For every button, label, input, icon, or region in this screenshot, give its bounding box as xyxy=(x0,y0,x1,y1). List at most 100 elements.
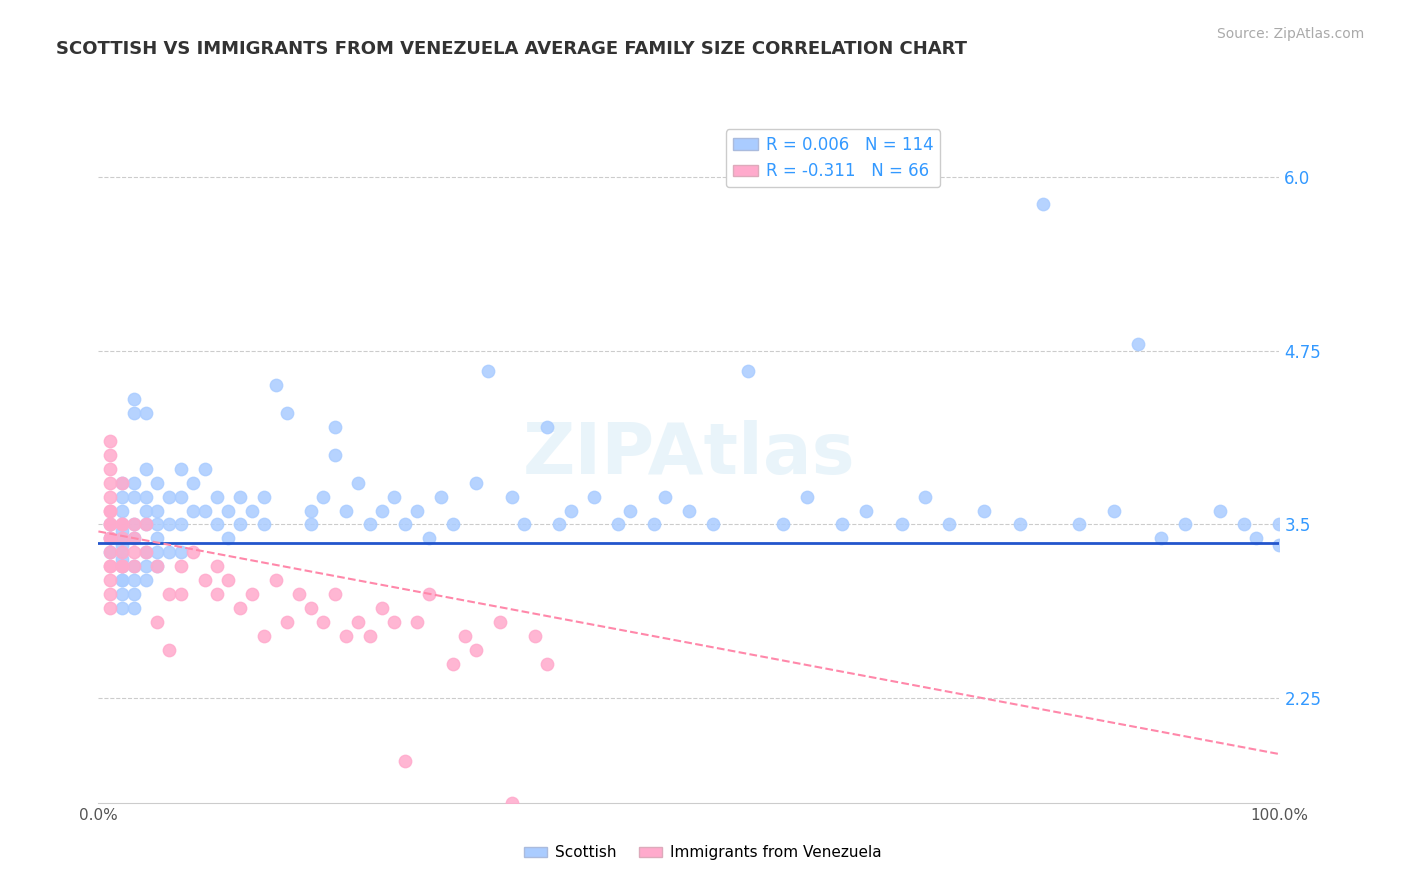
Point xyxy=(477,364,499,378)
Point xyxy=(122,517,145,532)
Point xyxy=(607,517,630,532)
Point xyxy=(253,490,276,504)
Point xyxy=(98,517,121,532)
Point xyxy=(111,517,134,532)
Point xyxy=(111,559,134,574)
Point xyxy=(111,475,134,490)
Point xyxy=(98,462,121,476)
Point xyxy=(323,587,346,601)
Point xyxy=(98,532,121,546)
Point xyxy=(1209,503,1232,517)
Point xyxy=(135,517,157,532)
Point xyxy=(548,517,571,532)
Point xyxy=(111,545,134,559)
Point xyxy=(855,503,877,517)
Point xyxy=(1174,517,1197,532)
Point xyxy=(98,545,121,559)
Point xyxy=(170,517,193,532)
Point xyxy=(323,448,346,462)
Point xyxy=(418,532,440,546)
Point xyxy=(347,615,370,629)
Point xyxy=(453,629,475,643)
Point xyxy=(98,517,121,532)
Point xyxy=(170,587,193,601)
Point xyxy=(359,517,381,532)
Point xyxy=(772,517,794,532)
Point xyxy=(489,615,512,629)
Point xyxy=(240,587,263,601)
Point xyxy=(181,475,204,490)
Point xyxy=(98,601,121,615)
Point xyxy=(501,490,523,504)
Point xyxy=(157,517,180,532)
Point xyxy=(229,601,252,615)
Point xyxy=(122,573,145,587)
Point xyxy=(98,587,121,601)
Point xyxy=(111,517,134,532)
Point xyxy=(524,629,547,643)
Point xyxy=(111,538,134,552)
Point xyxy=(536,420,558,434)
Point xyxy=(111,517,134,532)
Point xyxy=(122,587,145,601)
Point xyxy=(430,490,453,504)
Point xyxy=(312,490,335,504)
Text: Source: ZipAtlas.com: Source: ZipAtlas.com xyxy=(1216,27,1364,41)
Point xyxy=(98,503,121,517)
Point xyxy=(111,532,134,546)
Point xyxy=(122,490,145,504)
Point xyxy=(146,545,169,559)
Point xyxy=(146,615,169,629)
Point xyxy=(111,503,134,517)
Point xyxy=(194,503,217,517)
Point xyxy=(560,823,582,838)
Point xyxy=(312,615,335,629)
Point xyxy=(276,615,298,629)
Point xyxy=(98,573,121,587)
Point xyxy=(229,517,252,532)
Point xyxy=(135,490,157,504)
Point xyxy=(276,406,298,420)
Point xyxy=(122,559,145,574)
Point xyxy=(205,587,228,601)
Point xyxy=(418,587,440,601)
Point xyxy=(170,490,193,504)
Point xyxy=(111,559,134,574)
Point xyxy=(831,517,853,532)
Point xyxy=(441,657,464,671)
Point xyxy=(1150,532,1173,546)
Point xyxy=(122,392,145,407)
Point xyxy=(217,573,239,587)
Point xyxy=(299,517,322,532)
Point xyxy=(135,406,157,420)
Point xyxy=(335,629,357,643)
Point xyxy=(111,475,134,490)
Point xyxy=(135,545,157,559)
Point xyxy=(181,545,204,559)
Text: SCOTTISH VS IMMIGRANTS FROM VENEZUELA AVERAGE FAMILY SIZE CORRELATION CHART: SCOTTISH VS IMMIGRANTS FROM VENEZUELA AV… xyxy=(56,40,967,58)
Point xyxy=(1244,532,1267,546)
Point xyxy=(157,490,180,504)
Point xyxy=(146,559,169,574)
Point xyxy=(122,517,145,532)
Point xyxy=(194,573,217,587)
Point xyxy=(135,545,157,559)
Point xyxy=(299,601,322,615)
Point xyxy=(890,517,912,532)
Point xyxy=(111,559,134,574)
Point xyxy=(157,545,180,559)
Point xyxy=(1067,517,1090,532)
Point xyxy=(170,545,193,559)
Point xyxy=(122,475,145,490)
Point xyxy=(135,573,157,587)
Text: ZIPAtlas: ZIPAtlas xyxy=(523,420,855,490)
Point xyxy=(619,503,641,517)
Point xyxy=(229,490,252,504)
Point xyxy=(406,503,429,517)
Point xyxy=(111,524,134,539)
Point xyxy=(288,587,311,601)
Point xyxy=(536,657,558,671)
Point xyxy=(181,503,204,517)
Point xyxy=(146,559,169,574)
Point xyxy=(560,503,582,517)
